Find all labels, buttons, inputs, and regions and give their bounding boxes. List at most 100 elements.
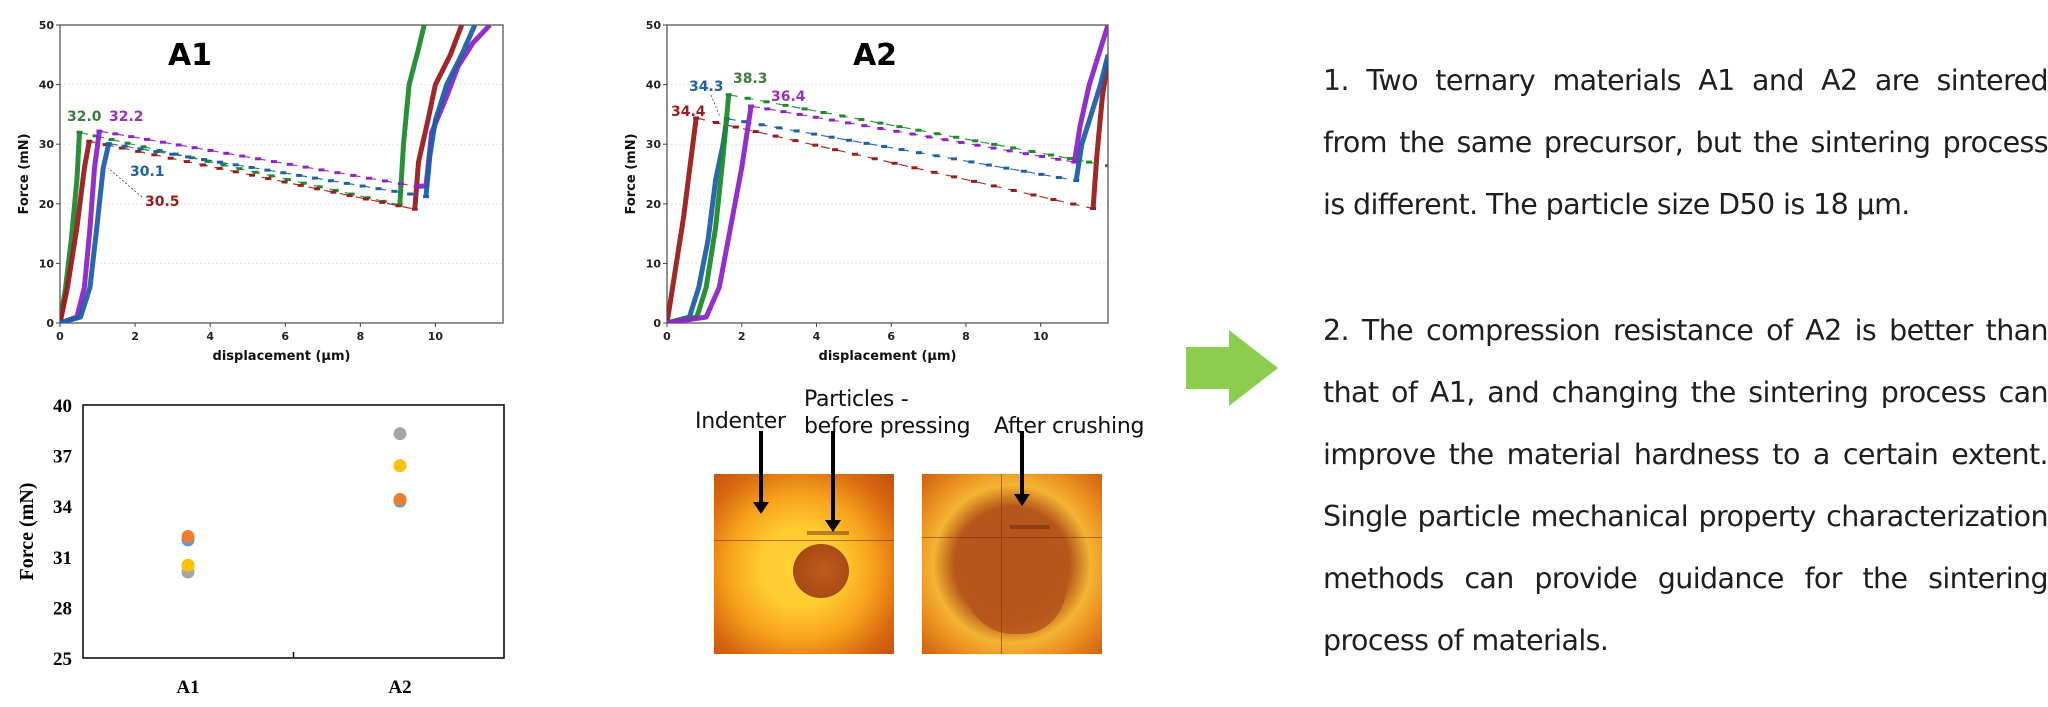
series-marker-darkred xyxy=(249,173,256,177)
series-marker-darkred xyxy=(732,125,739,129)
series-marker-blue xyxy=(248,165,255,169)
series-marker-blue xyxy=(846,138,853,142)
series-marker-purple xyxy=(942,138,949,142)
chart-a1: 0 10 20 30 40 50 0 2 4 6 8 10 displacement (μm) Force… xyxy=(17,19,504,364)
series-marker-green xyxy=(300,181,307,185)
data-point-orange-A1 xyxy=(181,530,195,544)
series-marker-green xyxy=(820,110,827,114)
series-marker-darkred xyxy=(102,143,109,147)
series-marker-green xyxy=(76,130,83,134)
series-marker-green xyxy=(934,132,941,136)
arrow-after-crushing-icon xyxy=(1014,431,1030,506)
series-marker-darkred xyxy=(1010,188,1017,192)
series-marker-darkred xyxy=(812,143,819,147)
series-marker-purple xyxy=(334,171,341,175)
series-marker-blue xyxy=(185,155,192,159)
crosshair-horizontal xyxy=(922,537,1102,538)
series-marker-blue xyxy=(1038,172,1045,176)
arrow-particle-icon xyxy=(825,431,841,532)
x-tick-label: 0 xyxy=(56,330,64,343)
series-marker-green xyxy=(92,134,99,138)
y-axis-label: Force (mN) xyxy=(17,133,32,214)
series-marker-darkred xyxy=(990,184,997,188)
series-marker-blue xyxy=(881,144,888,148)
label-particles-line1: Particles - xyxy=(804,387,909,412)
x-tick-label: 0 xyxy=(663,330,671,343)
series-marker-green xyxy=(140,145,147,149)
series-marker-darkred xyxy=(871,157,878,161)
series-marker-green xyxy=(332,188,339,192)
series-marker-blue xyxy=(933,154,940,158)
series-marker-blue xyxy=(232,163,239,167)
series-marker-darkred xyxy=(712,121,719,125)
series-marker-purple xyxy=(207,148,214,152)
label-after-crushing: After crushing xyxy=(994,414,1145,439)
series-marker-darkred xyxy=(232,170,239,174)
series-marker-blue xyxy=(1020,169,1027,173)
photo-arrows xyxy=(753,431,841,532)
series-marker-blue xyxy=(863,141,870,145)
series-marker-blue xyxy=(758,123,765,127)
series-marker-purple xyxy=(255,157,262,161)
series-marker-purple xyxy=(861,124,868,128)
peak-annotation: 34.4 xyxy=(671,104,706,120)
series-marker-purple xyxy=(366,176,373,180)
series-marker-blue xyxy=(391,189,398,193)
plot-frame xyxy=(82,404,505,659)
series-marker-blue xyxy=(985,163,992,167)
x-tick-label: 10 xyxy=(428,330,444,343)
series-marker-darkred xyxy=(135,149,142,153)
series-marker-purple xyxy=(286,162,293,166)
series-marker-blue xyxy=(280,171,287,175)
series-marker-blue xyxy=(423,195,430,199)
series-marker-darkred xyxy=(281,180,288,184)
series-marker-blue xyxy=(359,184,366,188)
arrow-indenter-icon xyxy=(753,431,769,514)
series-marker-blue xyxy=(776,126,783,130)
series-marker-blue xyxy=(793,129,800,133)
chart-peak-force-scatter: 25 28 31 34 37 40 A1 A2 Force (mN) xyxy=(16,396,505,698)
series-marker-purple xyxy=(128,135,135,139)
series-marker-blue xyxy=(121,144,128,148)
series-marker-green xyxy=(268,174,275,178)
series-marker-green xyxy=(763,100,770,104)
series-marker-green xyxy=(782,103,789,107)
series-marker-green xyxy=(252,170,259,174)
series-marker-green xyxy=(896,125,903,129)
y-tick-label: 50 xyxy=(646,19,662,32)
label-indenter: Indenter xyxy=(695,409,786,434)
peak-annotation: 34.3 xyxy=(689,79,724,95)
photo-arrow-after xyxy=(1014,431,1030,506)
series-reload-purple xyxy=(1071,25,1108,163)
crosshair-horizontal xyxy=(714,540,894,541)
series-marker-purple xyxy=(191,146,198,150)
series-marker-blue xyxy=(343,181,350,185)
series-marker-green xyxy=(172,152,179,156)
data-point-gray-A2 xyxy=(393,427,407,441)
series-marker-darkred xyxy=(832,148,839,152)
series-marker-darkred xyxy=(792,139,799,143)
series-marker-green xyxy=(915,128,922,132)
series-marker-green xyxy=(953,135,960,139)
y-tick-label: 0 xyxy=(46,317,54,330)
series-marker-green xyxy=(220,163,227,167)
series-marker-darkred xyxy=(951,175,958,179)
x-tick-label: 6 xyxy=(281,330,289,343)
text-panel: 1. Two ternary materials A1 and A2 are s… xyxy=(1323,50,2048,672)
series-marker-blue xyxy=(153,150,160,154)
series-marker-purple xyxy=(96,129,103,133)
series-marker-green xyxy=(972,139,979,143)
x-tick-label: 2 xyxy=(131,330,139,343)
series-marker-green xyxy=(284,178,291,182)
right-arrow-icon xyxy=(1186,330,1278,406)
series-marker-purple xyxy=(974,143,981,147)
series-marker-darkred xyxy=(216,166,223,170)
series-marker-purple xyxy=(828,118,835,122)
x-tick-label: 4 xyxy=(206,330,214,343)
crosshair-vertical xyxy=(1001,474,1002,654)
series-marker-blue xyxy=(105,142,112,146)
y-tick-label: 40 xyxy=(53,396,72,417)
series-marker-blue xyxy=(375,187,382,191)
x-tick-label: 2 xyxy=(738,330,746,343)
peak-annotation: 32.0 xyxy=(67,109,102,125)
